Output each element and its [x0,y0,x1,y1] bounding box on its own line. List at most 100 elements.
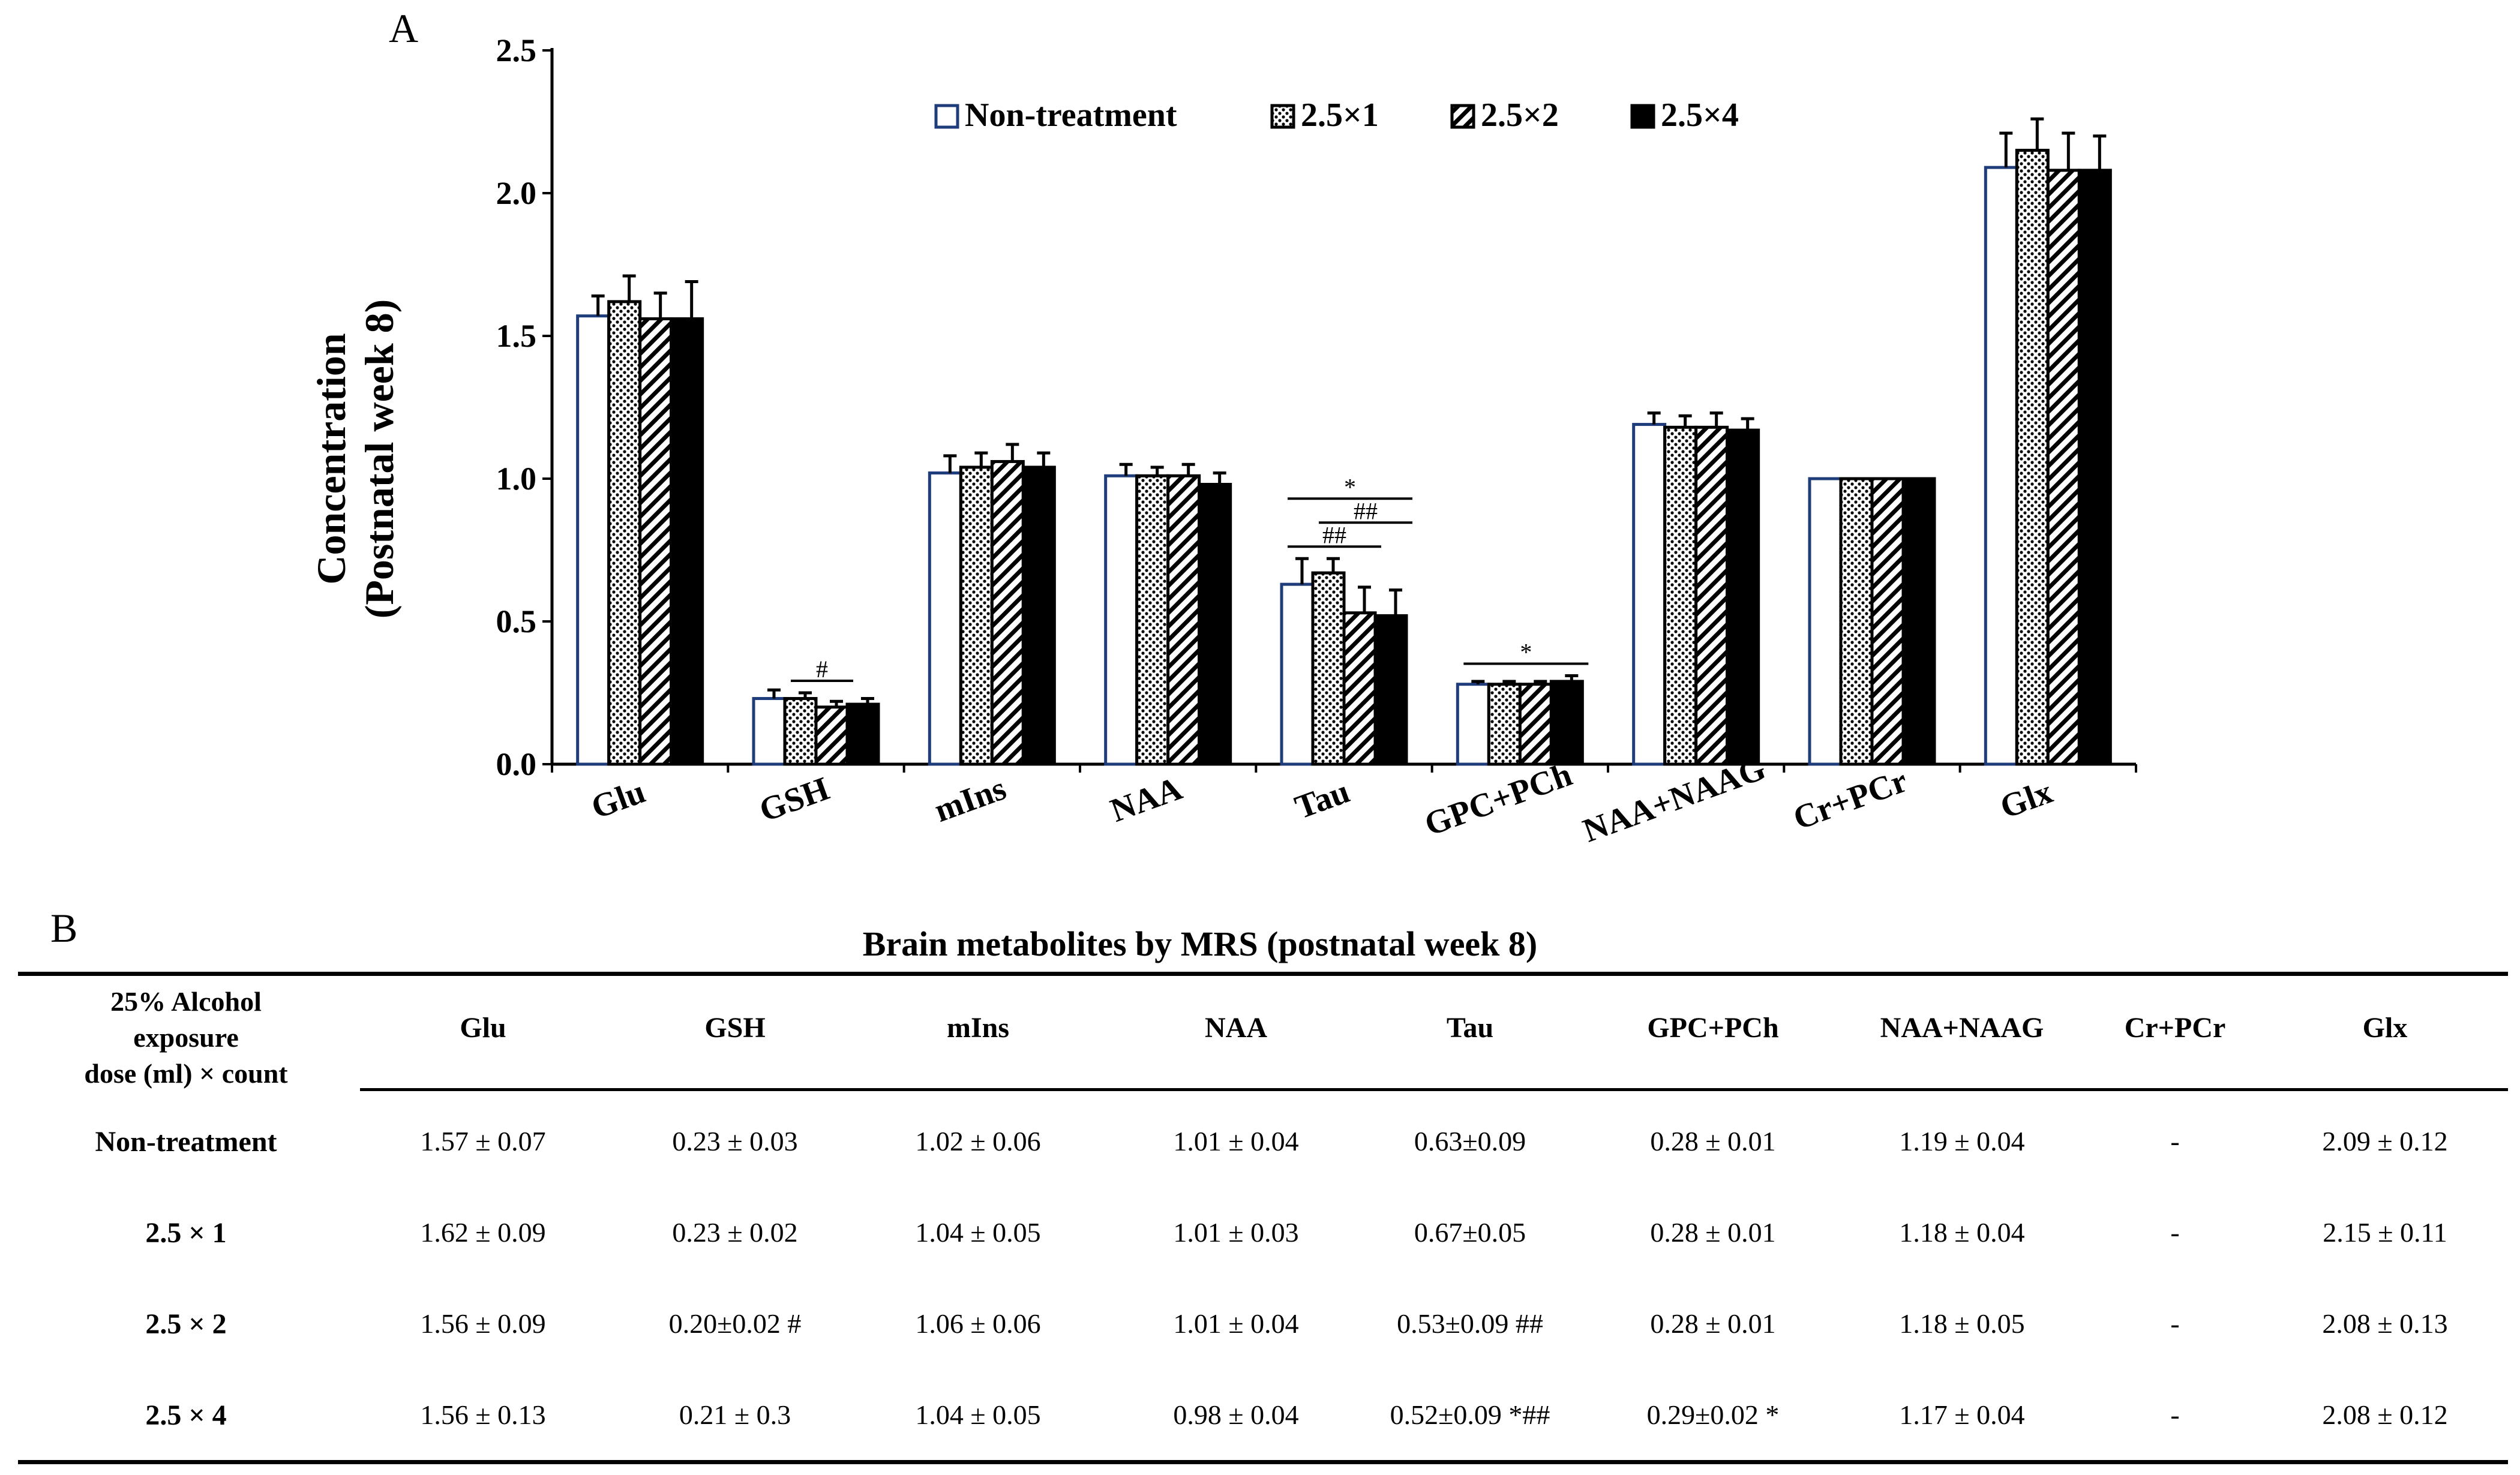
corner-line-1: 25% Alcohol [110,986,262,1017]
x-category-label: GSH [755,770,834,830]
bar [1135,474,1170,766]
table-cell: 1.57 ± 0.07 [420,1126,546,1156]
table-column-header: NAA [1205,1012,1267,1044]
x-category-label: NAA [1106,770,1187,830]
table-cell: 1.56 ± 0.13 [420,1399,546,1430]
table-cell: 1.17 ± 0.04 [1899,1399,2025,1430]
bar [670,317,704,766]
legend-swatch [1270,104,1295,129]
table-cell: - [2170,1126,2180,1156]
table-column-header: Glu [460,1012,506,1044]
table-cell: 0.21 ± 0.3 [679,1399,791,1430]
y-tick-label: 1.0 [496,461,537,497]
table-column-header: Cr+PCr [2124,1012,2226,1044]
table-cell: 0.28 ± 0.01 [1650,1308,1776,1339]
table-title: Brain metabolites by MRS (postnatal week… [862,924,1538,963]
significance-marker: ## [1354,497,1378,524]
bar [638,317,673,766]
table-cell: - [2170,1308,2180,1339]
bar [1104,474,1139,766]
table-cell: 1.62 ± 0.09 [420,1217,546,1248]
bar [1726,428,1760,766]
table-cell: 1.04 ± 0.05 [915,1399,1041,1430]
y-tick-label: 0.5 [496,603,537,639]
table-cell: 0.23 ± 0.03 [672,1126,798,1156]
y-axis-label-sub: (Postnatal week 8) [356,299,402,619]
bar [1518,683,1553,766]
bar [990,459,1025,766]
legend-label: 2.5×4 [1661,97,1739,134]
legend-swatch [934,104,959,129]
table-cell: 1.18 ± 0.04 [1899,1217,2025,1248]
table-column-header: mIns [946,1012,1010,1044]
y-tick-label: 2.0 [496,175,537,211]
bar [1870,477,1905,766]
y-axis-label: Concentration [308,333,354,584]
table-top-rule [18,972,2508,976]
table-cell: 1.01 ± 0.04 [1173,1126,1299,1156]
table-column-header: Tau [1446,1012,1494,1044]
panel-a-label: A [389,5,419,51]
table-cell: 1.04 ± 0.05 [915,1217,1041,1248]
x-category-label: mIns [930,770,1011,830]
table-cell: - [2170,1399,2180,1430]
table-header-rule [360,1088,2508,1091]
significance-marker: # [816,656,828,683]
bar [1808,477,1843,766]
corner-line-2: exposure [133,1022,239,1053]
table-cell: 2.08 ± 0.12 [2322,1399,2448,1430]
bar [845,702,880,766]
x-category-label: Tau [1290,773,1354,827]
table-cell: 2.09 ± 0.12 [2322,1126,2448,1156]
table-column-header: GPC+PCh [1647,1012,1779,1044]
table-bottom-rule [18,1460,2508,1464]
bar [1694,425,1729,766]
bar [1549,680,1584,766]
table-cell: 1.06 ± 0.06 [915,1308,1041,1339]
table-cell: 0.29±0.02 * [1646,1399,1780,1430]
bar [928,471,962,766]
legend-label: 2.5×2 [1481,97,1559,134]
x-category-label: GPC+PCh [1420,756,1577,843]
bar [1456,683,1490,766]
table-cell: 0.52±0.09 *## [1390,1399,1550,1430]
bar [814,705,849,766]
table-cell: 1.01 ± 0.03 [1173,1217,1299,1248]
bar [1342,611,1377,766]
significance-marker: ## [1322,521,1346,548]
table-column-header: NAA+NAAG [1880,1012,2044,1044]
bar [1487,683,1522,766]
y-tick-label: 2.5 [496,32,537,68]
panel-b-label: B [50,905,78,951]
bar [2046,169,2081,766]
bar [576,314,611,766]
table-cell: 0.23 ± 0.02 [672,1217,798,1248]
table-cell: - [2170,1217,2180,1248]
table-column-header: Glx [2362,1012,2408,1044]
table-cell: 0.53±0.09 ## [1397,1308,1543,1339]
legend-label: Non-treatment [965,97,1177,134]
bar [1021,465,1056,766]
legend-label: 2.5×1 [1301,97,1379,134]
table-cell: 1.02 ± 0.06 [915,1126,1041,1156]
table-row-label: 2.5 × 4 [145,1399,227,1431]
table-cell: 0.20±0.02 # [668,1308,802,1339]
corner-line-3: dose (ml) × count [84,1058,288,1089]
table-cell: 0.63±0.09 [1414,1126,1526,1156]
table-cell: 2.08 ± 0.13 [2322,1308,2448,1339]
table-cell: 0.67±0.05 [1414,1217,1526,1248]
bar [1984,166,2018,766]
table-corner-header: 25% Alcohol exposure dose (ml) × count [60,984,312,1092]
bar [1280,582,1315,766]
x-category-label: Cr+PCr [1789,762,1912,837]
legend-swatch [1450,104,1475,129]
table-cell: 1.18 ± 0.05 [1899,1308,2025,1339]
table-cell: 1.01 ± 0.04 [1173,1308,1299,1339]
x-category-label: Glx [1996,773,2057,826]
y-tick-label: 1.5 [496,318,537,354]
table-cell: 1.56 ± 0.09 [420,1308,546,1339]
table-cell: 0.98 ± 0.04 [1173,1399,1299,1430]
bar [1632,423,1667,766]
bar [1373,614,1408,766]
bar [1663,425,1698,766]
